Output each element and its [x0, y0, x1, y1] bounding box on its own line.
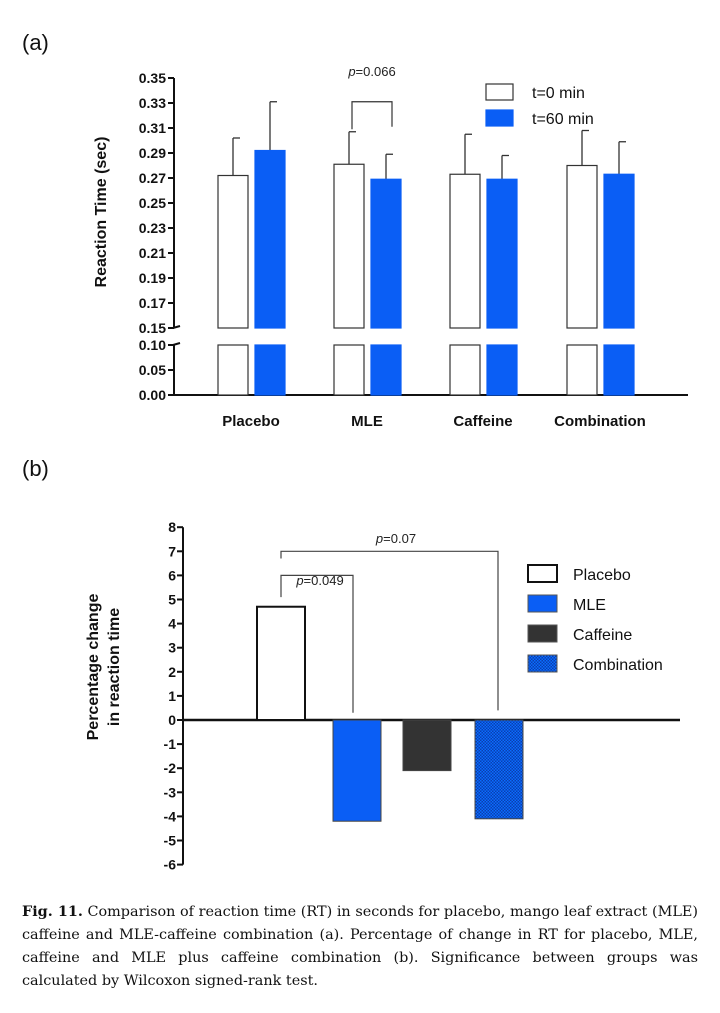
x-tick-label: Caffeine: [453, 413, 512, 430]
legend-label: Combination: [573, 657, 663, 674]
legend-swatch: [527, 564, 558, 583]
y-tick-label: 0.35: [139, 70, 166, 86]
y-tick-label: 0: [168, 712, 176, 728]
bar-combination: [474, 719, 524, 820]
bar-caffeine-t60-lower: [486, 344, 518, 396]
y-axis-label: Percentage change: [85, 594, 102, 741]
bar-placebo: [256, 605, 306, 721]
axis-break-mark: [172, 342, 181, 346]
caption-text: Comparison of reaction time (RT) in seco…: [22, 904, 698, 989]
bar-mle-t60: [370, 178, 402, 329]
x-tick-label: Placebo: [222, 413, 280, 430]
bar-mle-t60-lower: [370, 344, 402, 396]
y-tick-label: 5: [168, 592, 176, 608]
legend-label: MLE: [573, 597, 606, 614]
legend-swatch: [485, 109, 514, 127]
bar-combination-t60-lower: [603, 344, 635, 396]
y-tick-label: 1: [168, 688, 176, 704]
significance-bracket: [280, 574, 354, 713]
chart-b: (b) 8 7 6 5 4 3 2 1 0 -1 -2 -3 -4 -5 -6 Percentage chang…: [22, 456, 680, 873]
significance-bracket: [351, 101, 393, 130]
caption-label: Fig. 11.: [22, 903, 83, 920]
y-tick-label: 0.33: [139, 95, 166, 111]
y-tick-label: 0.31: [139, 120, 166, 136]
bar-combination-t0-lower: [566, 344, 598, 396]
bar-placebo-t0: [217, 174, 249, 329]
bar-caffeine: [402, 719, 452, 772]
legend-swatch: [527, 624, 558, 643]
y-tick-label: 0.25: [139, 195, 166, 211]
y-tick-label: 3: [168, 640, 176, 656]
significance-bracket: [280, 550, 499, 711]
y-tick-label: 0.21: [139, 245, 166, 261]
y-tick-label: -1: [164, 736, 177, 752]
y-tick-label: 2: [168, 664, 176, 680]
y-tick-label: 0.19: [139, 270, 166, 286]
chart-a: (a) 0.15 0.17 0.19 0.21 0.23 0.25 0.27 0.29 0.31 0…: [22, 30, 688, 430]
y-tick-label: 0.29: [139, 145, 166, 161]
x-tick-label: Combination: [554, 413, 646, 430]
bar-caffeine-t0-lower: [449, 344, 481, 396]
y-tick-label: 0.27: [139, 170, 166, 186]
legend-label: Caffeine: [573, 627, 632, 644]
p-value-label: p=0.066: [347, 64, 395, 79]
p-value-label: p=0.049: [295, 573, 343, 588]
legend-swatch: [527, 594, 558, 613]
legend-label: Placebo: [573, 567, 631, 584]
y-tick-label: 0.15: [139, 320, 166, 336]
y-tick-label: -5: [164, 833, 177, 849]
axis-break-mark: [172, 325, 181, 329]
y-tick-label: 0.10: [139, 337, 166, 353]
y-tick-label: -4: [164, 808, 177, 824]
bar-caffeine-t60: [486, 178, 518, 329]
panel-label-a: (a): [22, 30, 49, 55]
figure-charts: (a) 0.15 0.17 0.19 0.21 0.23 0.25 0.27 0.29 0.31 0…: [22, 30, 688, 873]
y-tick-label: -6: [164, 857, 177, 873]
bar-caffeine-t0: [449, 173, 481, 329]
legend-swatch: [527, 654, 558, 673]
y-tick-label: 0.17: [139, 295, 166, 311]
y-tick-label: -3: [164, 784, 177, 800]
y-tick-label: 8: [168, 519, 176, 535]
legend-label: t=0 min: [532, 85, 585, 102]
y-axis-label: Reaction Time (sec): [93, 137, 110, 288]
legend-label: t=60 min: [532, 111, 594, 128]
p-value-label: p=0.07: [375, 531, 416, 546]
bar-placebo-t0-lower: [217, 344, 249, 396]
y-tick-label: 6: [168, 567, 176, 583]
bar-placebo-t60: [254, 149, 286, 329]
y-tick-label: 0.00: [139, 387, 166, 403]
bar-placebo-t60-lower: [254, 344, 286, 396]
bar-mle-t0: [333, 163, 365, 329]
y-tick-label: 4: [168, 616, 176, 632]
bar-combination-t60: [603, 173, 635, 329]
y-tick-label: 0.05: [139, 362, 166, 378]
panel-label-b: (b): [22, 456, 49, 481]
y-tick-label: 7: [168, 543, 176, 559]
bar-mle-t0-lower: [333, 344, 365, 396]
figure-caption: Fig. 11. Comparison of reaction time (RT…: [22, 900, 698, 993]
y-axis-label: in reaction time: [106, 608, 123, 726]
legend-swatch: [485, 83, 514, 101]
y-tick-label: 0.23: [139, 220, 166, 236]
y-tick-label: -2: [164, 760, 177, 776]
x-tick-label: MLE: [351, 413, 383, 430]
bar-combination-t0: [566, 164, 598, 329]
bar-mle: [332, 719, 382, 822]
